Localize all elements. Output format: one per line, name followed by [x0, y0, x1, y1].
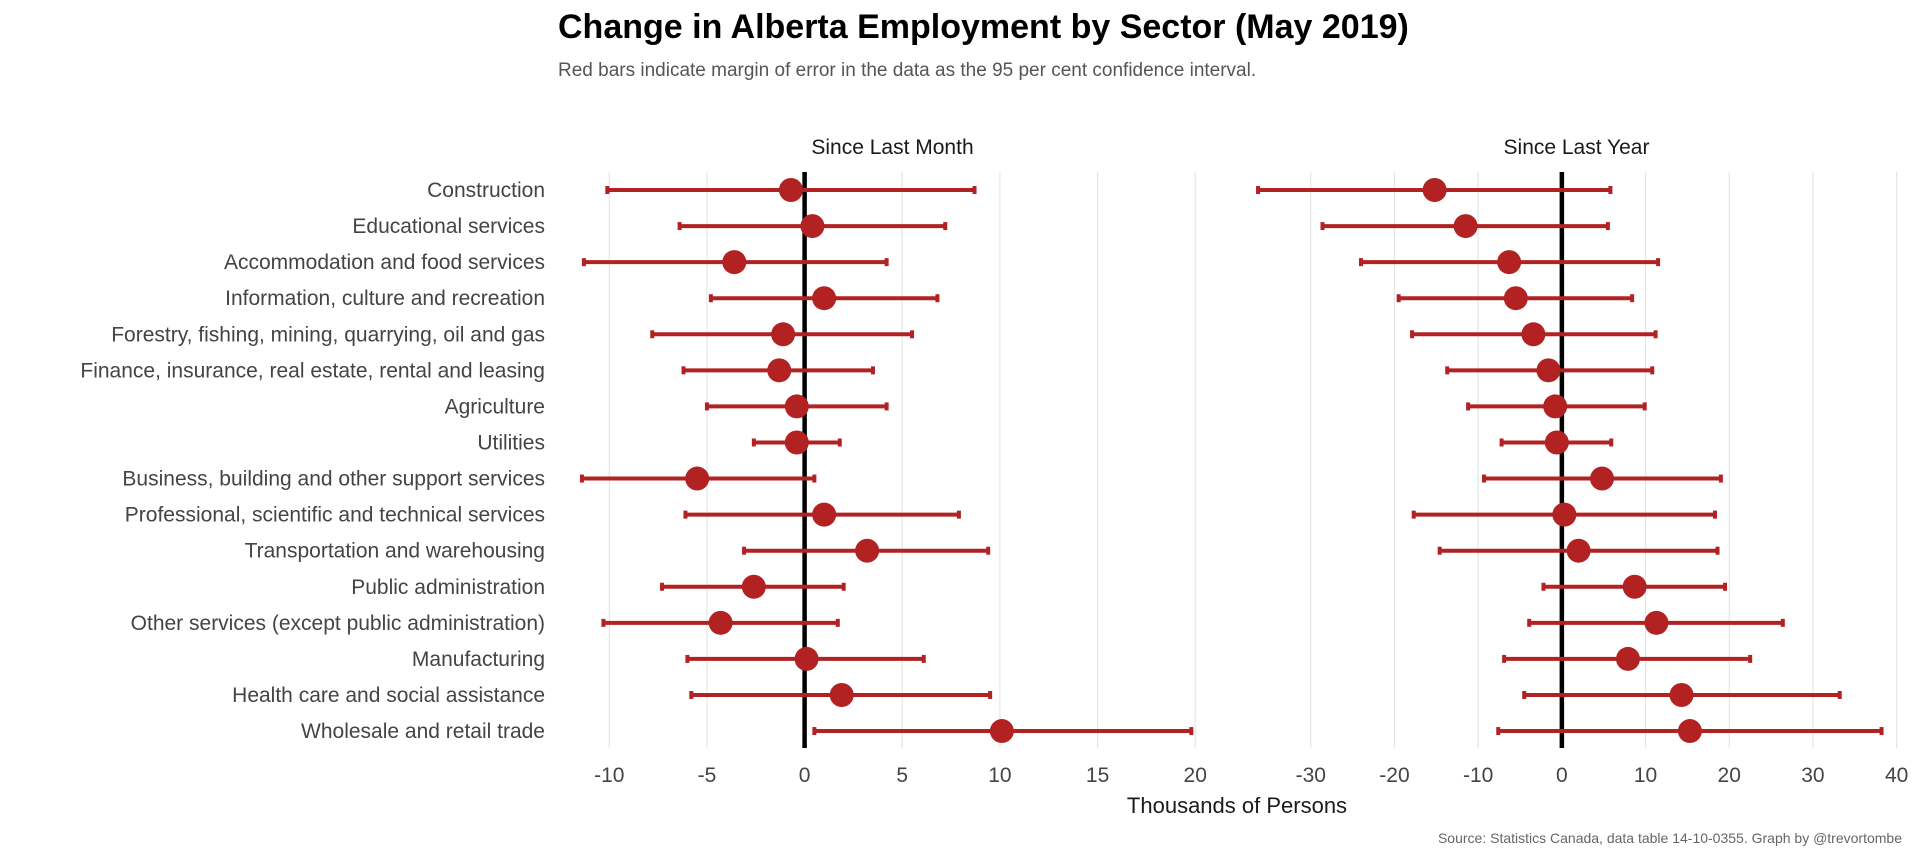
data-point [1677, 719, 1702, 744]
data-point [784, 394, 809, 419]
data-point [1622, 574, 1647, 599]
data-point [784, 430, 809, 455]
data-point [1544, 430, 1569, 455]
x-tick-label: -10 [1463, 764, 1493, 787]
chart-subtitle: Red bars indicate margin of error in the… [558, 60, 1257, 81]
data-point [794, 646, 819, 671]
data-point [989, 719, 1014, 744]
data-point [800, 214, 825, 239]
chart-title: Change in Alberta Employment by Sector (… [558, 8, 1409, 46]
x-tick-label: 5 [896, 764, 908, 787]
data-point [1453, 214, 1478, 239]
category-label: Forestry, fishing, mining, quarrying, oi… [111, 323, 545, 346]
category-label: Educational services [352, 215, 545, 238]
category-label: Accommodation and food services [224, 251, 545, 274]
data-point [685, 466, 710, 491]
category-label: Transportation and warehousing [245, 540, 545, 563]
x-tick-label: 30 [1801, 764, 1824, 787]
data-point [708, 610, 733, 635]
x-tick-label: 10 [1634, 764, 1657, 787]
data-point [1543, 394, 1568, 419]
data-point [1521, 322, 1546, 347]
category-label: Utilities [477, 431, 545, 454]
x-tick-label: -10 [594, 764, 624, 787]
data-point [829, 682, 854, 707]
category-label: Manufacturing [412, 648, 545, 671]
data-point [1669, 682, 1694, 707]
panel-title: Since Last Month [811, 136, 973, 159]
data-point [1536, 358, 1561, 383]
data-point [1590, 466, 1615, 491]
x-tick-label: 0 [1556, 764, 1568, 787]
data-point [1503, 286, 1528, 311]
data-point [741, 574, 766, 599]
data-point [722, 250, 747, 275]
x-tick-label: 0 [799, 764, 811, 787]
data-point [771, 322, 796, 347]
category-label: Wholesale and retail trade [301, 720, 545, 743]
category-label: Professional, scientific and technical s… [125, 504, 545, 527]
category-label: Finance, insurance, real estate, rental … [80, 359, 545, 382]
data-point [1566, 538, 1591, 563]
data-point [778, 178, 803, 202]
x-tick-label: -5 [698, 764, 717, 787]
data-point [1552, 502, 1577, 527]
x-axis-label: Thousands of Persons [1127, 793, 1347, 818]
x-tick-label: 20 [1718, 764, 1741, 787]
category-label: Agriculture [445, 395, 545, 418]
x-tick-label: 20 [1184, 764, 1207, 787]
source-caption: Source: Statistics Canada, data table 14… [1437, 830, 1902, 846]
x-tick-label: -20 [1379, 764, 1409, 787]
data-point [1422, 178, 1447, 202]
category-label: Information, culture and recreation [225, 287, 545, 310]
category-label: Construction [427, 179, 545, 202]
panel-title: Since Last Year [1504, 136, 1650, 159]
x-tick-label: -30 [1296, 764, 1326, 787]
data-point [1615, 646, 1640, 671]
x-tick-label: 40 [1885, 764, 1908, 787]
category-label: Business, building and other support ser… [122, 468, 545, 491]
x-tick-label: 15 [1086, 764, 1109, 787]
category-label: Public administration [351, 576, 545, 599]
data-point [1644, 610, 1669, 635]
data-point [812, 286, 837, 311]
data-point [855, 538, 880, 563]
data-point [812, 502, 837, 527]
x-tick-label: 10 [988, 764, 1011, 787]
data-point [1497, 250, 1522, 275]
category-label: Other services (except public administra… [131, 612, 545, 635]
category-label: Health care and social assistance [232, 684, 545, 707]
data-point [767, 358, 792, 383]
